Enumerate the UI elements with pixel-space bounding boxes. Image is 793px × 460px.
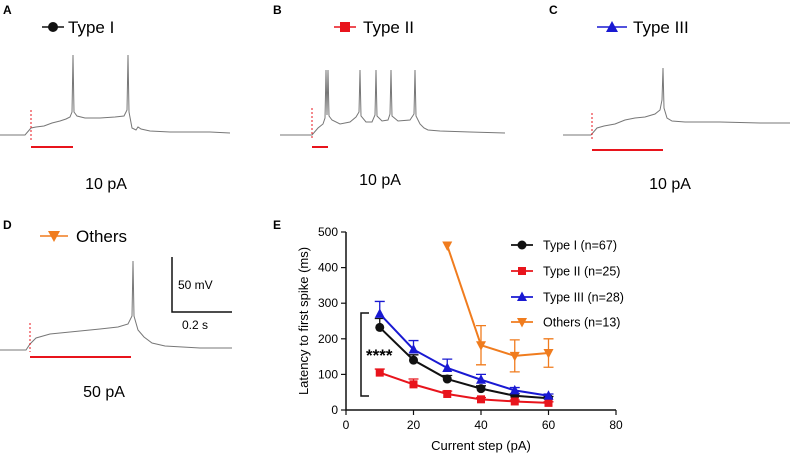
others-point (509, 351, 520, 362)
others-stimulus-label: 50 pA (83, 384, 125, 401)
x-tick-label: 40 (474, 418, 488, 432)
scale-bar (171, 257, 232, 313)
panel-e-chart: E 0 100 200 300 400 500 0 20 40 60 80 Current step … (273, 218, 624, 453)
scale-bar-time-label: 0.2 s (182, 318, 208, 332)
x-tick-label: 0 (343, 418, 350, 432)
type-iii-point (374, 308, 385, 318)
significance-bracket: **** (360, 312, 393, 397)
legend-label-type-iii: Type III (n=28) (543, 291, 624, 305)
bracket-line (360, 312, 369, 397)
panel-d: D Others 50 pA 50 mV 0.2 s (0, 218, 232, 401)
panel-c: C Type III 10 pA (549, 3, 790, 193)
series-type-i (374, 317, 554, 403)
type-iii-point (543, 390, 554, 400)
others-point (442, 241, 453, 252)
y-tick-label: 400 (318, 261, 338, 275)
panel-d-label: D (3, 218, 12, 232)
others-point (476, 341, 486, 351)
legend-marker-type-iii (517, 291, 527, 301)
type-iii-point (442, 362, 453, 372)
others-legend-marker (48, 231, 60, 242)
type-iii-legend-marker (606, 21, 618, 32)
x-tick-label: 60 (542, 418, 556, 432)
panel-e-label: E (273, 218, 281, 232)
panel-b-label: B (273, 3, 282, 17)
type-iii-point (509, 384, 520, 395)
chart-series (374, 241, 554, 407)
series-type-ii (374, 368, 554, 407)
y-tick-label: 100 (318, 367, 338, 381)
type-i-legend-marker (48, 22, 58, 32)
others-point (543, 349, 554, 359)
panel-a: A Type I 10 pA (0, 3, 231, 193)
others-voltage-trace (0, 260, 232, 351)
type-i-line (379, 326, 549, 400)
scale-bar-voltage-label: 50 mV (178, 278, 213, 292)
x-tick-label: 80 (609, 418, 623, 432)
y-axis-label: Latency to first spike (ms) (296, 247, 311, 395)
others-legend-label: Others (76, 227, 127, 246)
type-i-point (409, 355, 418, 365)
legend-marker-others (517, 318, 527, 328)
type-iii-stimulus-label: 10 pA (649, 176, 691, 193)
legend-label-type-i: Type I (n=67) (543, 239, 617, 253)
chart-axes: 0 100 200 300 400 500 0 20 40 60 80 Current step (p… (296, 225, 623, 453)
chart-legend: Type I (n=67) Type II (n=25) Type III (n=2… (511, 239, 624, 330)
series-type-iii (374, 300, 554, 400)
legend-label-type-ii: Type II (n=25) (543, 265, 620, 279)
type-ii-voltage-trace (280, 69, 506, 136)
type-iii-point (408, 343, 419, 354)
type-i-stimulus-label: 10 pA (85, 176, 127, 193)
y-tick-label: 300 (318, 296, 338, 310)
type-ii-point (477, 395, 485, 404)
type-ii-point (409, 380, 418, 389)
y-tick-label: 0 (331, 403, 338, 417)
type-iii-line (379, 313, 549, 397)
legend-label-others: Others (n=13) (543, 316, 620, 330)
type-ii-point (510, 397, 519, 406)
type-ii-legend-marker (340, 22, 350, 32)
type-ii-line (379, 371, 549, 404)
type-ii-point (544, 398, 553, 407)
type-i-point (476, 384, 486, 394)
type-ii-legend-label: Type II (363, 18, 414, 37)
legend-marker-type-i (517, 240, 527, 250)
panel-a-label: A (3, 3, 12, 17)
type-i-voltage-trace (0, 54, 231, 136)
type-iii-legend-label: Type III (633, 18, 689, 37)
series-others (442, 241, 554, 373)
type-i-legend-label: Type I (68, 18, 114, 37)
x-axis-label: Current step (pA) (431, 438, 531, 453)
panel-c-label: C (549, 3, 558, 17)
type-iii-voltage-trace (563, 67, 790, 136)
panel-b: B Type II 10 pA (273, 3, 506, 189)
y-tick-label: 200 (318, 332, 338, 346)
significance-stars: **** (366, 346, 393, 365)
legend-marker-type-ii (518, 267, 526, 275)
type-i-point (442, 374, 452, 384)
type-ii-stimulus-label: 10 pA (359, 172, 401, 189)
others-line (446, 245, 549, 357)
y-tick-label: 500 (318, 225, 338, 239)
type-iii-point (476, 374, 486, 384)
type-i-point (375, 322, 385, 332)
x-tick-label: 20 (407, 418, 421, 432)
type-ii-point (375, 368, 384, 377)
type-ii-point (443, 389, 452, 398)
